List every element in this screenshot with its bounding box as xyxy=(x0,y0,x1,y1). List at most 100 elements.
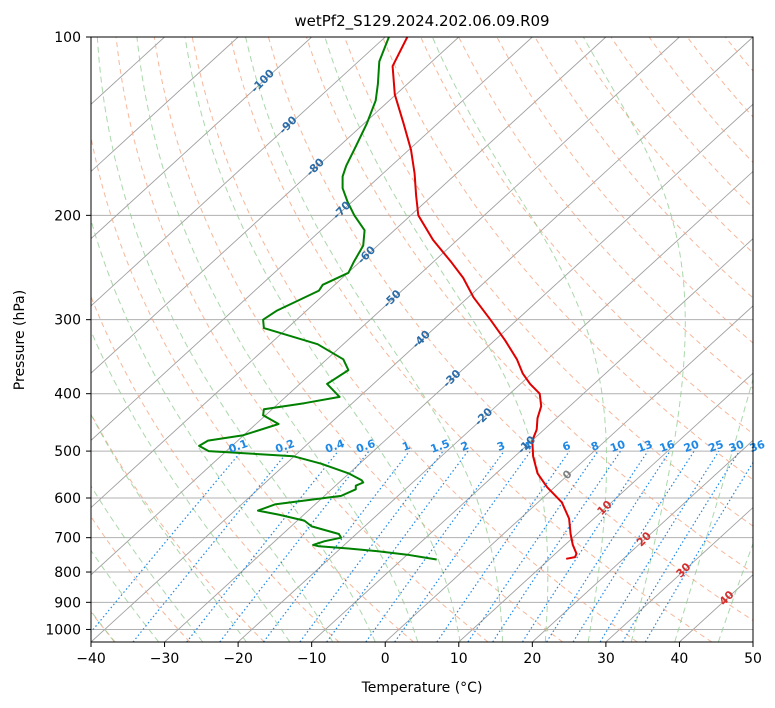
mixing-ratio-label: 6 xyxy=(561,439,573,454)
mixing-ratio-line xyxy=(546,450,671,642)
moist-adiabat-line xyxy=(136,37,419,642)
background-lines xyxy=(91,37,775,642)
dry-adiabat-line xyxy=(91,515,191,642)
moist-adiabat-line xyxy=(674,377,753,642)
dry-adiabat-line xyxy=(496,37,753,344)
moist-adiabat-line xyxy=(91,485,204,642)
x-tick-label: 40 xyxy=(671,651,689,667)
moist-adiabat-line xyxy=(91,218,334,642)
mixing-ratio-label: 2 xyxy=(459,439,471,454)
x-tick-label: 30 xyxy=(597,651,615,667)
dry-adiabat-line xyxy=(305,37,753,574)
mixing-ratio-line xyxy=(132,450,289,642)
dry-adiabat-line xyxy=(91,412,265,642)
dry-adiabat-line xyxy=(267,37,753,622)
isotherm-line xyxy=(752,641,753,642)
mixing-ratio-label: 0.4 xyxy=(324,437,347,456)
y-tick-label: 600 xyxy=(54,491,81,507)
isotherm-line xyxy=(311,238,753,642)
isotherm-line xyxy=(91,37,460,374)
y-tick-label: 700 xyxy=(54,531,81,547)
isotherm-line xyxy=(164,103,753,642)
mixing-ratio-line xyxy=(622,450,740,642)
mixing-ratio-label: 10 xyxy=(608,438,627,456)
dry-adiabat-line xyxy=(763,37,775,642)
mixing-ratio-label: 4 xyxy=(522,439,534,454)
x-tick-label: 50 xyxy=(744,651,762,667)
dry-adiabat-line xyxy=(344,37,753,527)
x-axis-label: Temperature (°C) xyxy=(361,680,483,696)
isotherm-line xyxy=(91,37,607,509)
y-tick-label: 900 xyxy=(54,595,81,611)
mixing-ratio-label: 0.2 xyxy=(274,437,297,456)
mixing-ratio-line xyxy=(436,450,570,642)
profile-lines xyxy=(198,37,578,561)
moist-adiabat-line xyxy=(91,549,160,642)
dry-adiabat-line xyxy=(115,37,489,642)
isotherm-line xyxy=(605,506,753,642)
mixing-ratio-label: 3 xyxy=(495,439,507,454)
mixing-ratio-line xyxy=(263,450,410,642)
y-tick-label: 1000 xyxy=(45,622,81,638)
moist-adiabat-line xyxy=(582,37,686,642)
x-tick-label: −30 xyxy=(150,651,180,667)
mixing-ratio-line xyxy=(394,450,532,642)
x-tick-label: −20 xyxy=(223,651,253,667)
dry-adiabat-line xyxy=(458,37,753,389)
moist-adiabat-line xyxy=(245,37,504,642)
mixing-ratio-label: 0.6 xyxy=(354,437,377,456)
moist-adiabat-line xyxy=(431,37,607,642)
isotherm-line xyxy=(91,37,680,576)
mixing-ratio-line xyxy=(365,450,505,642)
moist-adiabat-line xyxy=(96,37,376,642)
axis-ticks: −40 −30 −20 −10 0 10 20 30 40 5010020030040050060… xyxy=(45,30,762,667)
mixing-ratio-line xyxy=(326,450,469,642)
chart-title: wetPf2_S129.2024.202.06.09.R09 xyxy=(294,12,549,31)
x-tick-label: 0 xyxy=(381,651,390,667)
plot-frame xyxy=(90,36,754,643)
dry-adiabat-line xyxy=(229,37,713,642)
y-tick-label: 500 xyxy=(54,444,81,460)
moist-adiabat-line xyxy=(91,329,291,642)
isotherm-line xyxy=(91,37,239,173)
isotherm-line xyxy=(532,439,753,642)
moist-adiabat-line xyxy=(184,37,461,642)
y-tick-label: 100 xyxy=(54,30,81,46)
mixing-ratio-line xyxy=(299,450,444,642)
mixing-ratio-line xyxy=(91,450,242,633)
mixing-ratio-line xyxy=(599,450,720,642)
mixing-ratio-label: 0.1 xyxy=(227,437,250,456)
y-tick-label: 300 xyxy=(54,313,81,329)
x-tick-label: 20 xyxy=(523,651,541,667)
x-tick-label: −40 xyxy=(76,651,106,667)
mixing-ratio-label: 8 xyxy=(589,439,601,454)
isotherm-line xyxy=(237,170,753,642)
moist-adiabat-line xyxy=(324,37,549,642)
mixing-ratio-line xyxy=(521,450,649,642)
moist-adiabat-line xyxy=(717,542,753,642)
mixing-ratio-line xyxy=(572,450,695,642)
y-tick-label: 800 xyxy=(54,565,81,581)
isotherm-line xyxy=(458,372,753,642)
mixing-ratio-label: 13 xyxy=(636,438,655,455)
isotherm-line xyxy=(91,37,312,240)
mixing-ratio-label: 25 xyxy=(707,438,726,455)
isotherm-line xyxy=(384,305,753,642)
isotherm-line xyxy=(91,37,753,642)
dry-adiabat-line xyxy=(191,37,638,642)
y-axis-label: Pressure (hPa) xyxy=(12,290,28,390)
mixing-ratio-label: 1.5 xyxy=(429,437,452,456)
temperature-line xyxy=(391,37,578,560)
mixing-ratio-line xyxy=(186,450,339,642)
dry-adiabat-line xyxy=(91,135,414,642)
x-tick-label: −10 xyxy=(297,651,327,667)
dry-adiabat-line xyxy=(153,37,563,642)
isotherm-line xyxy=(91,37,533,441)
mixing-ratio-label: 30 xyxy=(727,438,746,456)
mixing-ratio-line xyxy=(467,450,599,642)
isotherm-line xyxy=(91,37,386,307)
mixing-ratio-line xyxy=(492,450,622,642)
mixing-ratio-label: 20 xyxy=(682,438,701,456)
dry-adiabat-line xyxy=(91,295,340,642)
